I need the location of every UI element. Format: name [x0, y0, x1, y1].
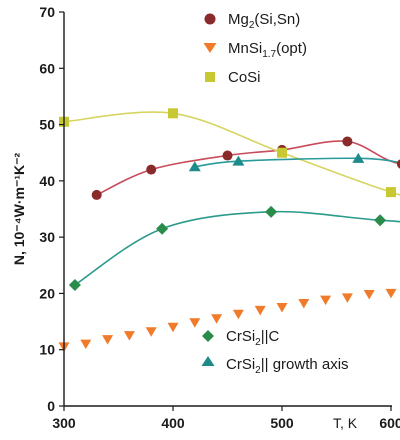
point-mnsi-opt-14	[363, 290, 375, 300]
y-tick-label-0: 0	[47, 398, 55, 414]
y-tick-label-50: 50	[39, 117, 55, 133]
legend-marker-crsi2-c	[202, 330, 214, 342]
point-mnsi-opt-9	[254, 305, 266, 316]
point-mg-si-sn-4	[342, 136, 353, 147]
x-tick-label-500: 500	[270, 415, 294, 431]
legend-bottom: CrSi2||C CrSi2|| growth axis	[201, 328, 349, 376]
legend-top: Mg2(Si,Sn) MnSi1.7(opt) CoSi	[203, 11, 307, 86]
curve-mg-si-sn	[96, 140, 400, 196]
point-mg-si-sn-0	[91, 189, 102, 200]
curve-crsi-growth-axis	[194, 157, 400, 168]
curve-crsi-c	[74, 210, 400, 286]
point-mnsi-opt-4	[145, 327, 157, 337]
legend-label-crsi2-growth: CrSi2|| growth axis	[226, 356, 349, 376]
point-mnsi-opt-8	[232, 309, 244, 320]
legend-label-mg2sisn: Mg2(Si,Sn)	[228, 11, 300, 31]
y-axis-label: N, 10⁻⁴W·m⁻¹K⁻²	[11, 153, 27, 266]
x-tick-label-600: 600	[379, 415, 400, 431]
y-tick-label-30: 30	[39, 229, 55, 245]
x-tick-label-400: 400	[161, 415, 185, 431]
point-mnsi-opt-11	[298, 299, 310, 309]
point-mnsi-opt-13	[341, 293, 353, 303]
y-tick-label-10: 10	[39, 342, 55, 358]
point-crsi-c-1	[156, 222, 169, 235]
y-tick-label-60: 60	[39, 60, 55, 76]
x-tick-label-300: 300	[52, 415, 76, 431]
point-mnsi-opt-2	[102, 335, 114, 345]
curve-cosi	[63, 111, 400, 196]
data-points	[58, 108, 400, 352]
point-mnsi-opt-1	[80, 339, 92, 350]
point-mnsi-opt-7	[211, 314, 223, 324]
legend-marker-mg2sisn	[204, 13, 216, 25]
point-cosi-1	[168, 108, 178, 119]
legend-label-crsi2-c: CrSi2||C	[226, 328, 280, 348]
point-mnsi-opt-3	[123, 331, 135, 341]
point-mg-si-sn-2	[222, 150, 233, 161]
point-crsi-c-2	[265, 205, 278, 218]
point-crsi-c-0	[68, 278, 81, 291]
point-cosi-3	[386, 187, 396, 198]
point-mnsi-opt-6	[189, 318, 201, 328]
x-axis-label: T, K	[333, 415, 358, 431]
legend-label-cosi: CoSi	[228, 69, 261, 86]
legend-marker-mnsi	[203, 43, 217, 53]
legend-marker-cosi	[205, 72, 215, 82]
point-mnsi-opt-10	[276, 303, 288, 313]
point-mg-si-sn-5	[396, 159, 400, 169]
y-tick-label-70: 70	[39, 4, 55, 20]
legend-label-mnsi: MnSi1.7(opt)	[228, 40, 307, 60]
point-crsi-c-3	[374, 214, 387, 227]
legend-marker-crsi2-growth	[201, 356, 215, 366]
point-crsi-growth-axis-2	[352, 152, 365, 163]
point-mg-si-sn-1	[146, 164, 157, 175]
y-tick-label-20: 20	[39, 285, 55, 301]
point-mnsi-opt-5	[167, 322, 179, 333]
axis-ticks: 300400500600700010203040506070	[39, 4, 400, 431]
point-crsi-growth-axis-0	[188, 161, 201, 172]
point-mnsi-opt-15	[385, 288, 397, 299]
point-mnsi-opt-12	[320, 295, 332, 306]
y-tick-label-40: 40	[39, 173, 55, 189]
point-crsi-growth-axis-1	[232, 155, 245, 166]
point-cosi-2	[277, 147, 287, 158]
